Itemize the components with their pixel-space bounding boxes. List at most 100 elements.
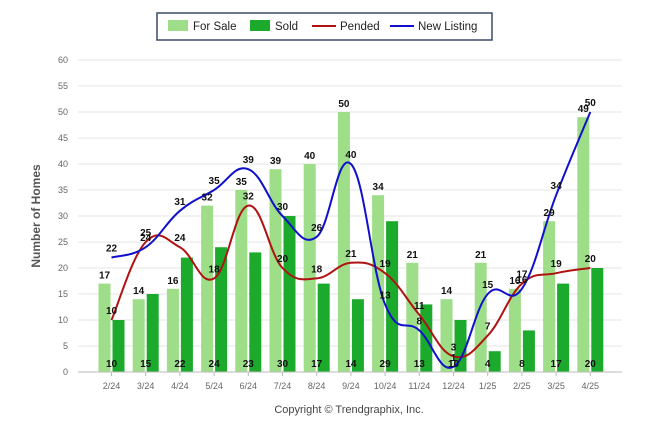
- legend-label-new-listing: New Listing: [418, 21, 477, 33]
- sold-value-label: 30: [277, 359, 289, 370]
- sold-value-label: 20: [585, 359, 597, 370]
- new-listing-value-label: 1: [451, 353, 457, 364]
- new-listing-value-label: 39: [243, 155, 255, 166]
- bar-for-sale: [201, 205, 214, 372]
- x-tick-label: 11/24: [408, 381, 430, 391]
- pended-value-label: 20: [277, 254, 289, 265]
- bar-sold: [180, 257, 193, 372]
- bar-for-sale: [508, 288, 521, 372]
- bar-for-sale: [235, 190, 248, 372]
- bar-sold: [557, 283, 570, 372]
- for-sale-value-label: 34: [373, 182, 385, 193]
- new-listing-value-label: 22: [106, 244, 118, 255]
- axes: 0 5 10 15 20 25 30 35 40 45 50 55 60 2/24 3/24 4/24 5/24…: [58, 55, 622, 391]
- bar-for-sale: [98, 283, 111, 372]
- pended-value-label: 3: [451, 342, 457, 353]
- pended-value-label: 18: [209, 264, 221, 275]
- pended-value-label: 20: [585, 254, 597, 265]
- bar-for-sale: [474, 262, 487, 372]
- pended-value-label: 10: [106, 306, 118, 317]
- pended-value-label: 19: [380, 259, 392, 270]
- bar-sold: [283, 216, 296, 372]
- new-listing-value-label: 16: [516, 275, 528, 286]
- for-sale-value-label: 50: [338, 99, 350, 110]
- pended-value-label: 18: [311, 264, 323, 275]
- x-tick-label: 3/25: [547, 381, 565, 391]
- bar-sold: [454, 320, 467, 372]
- legend-label-sold: Sold: [275, 21, 298, 33]
- new-listing-value-label: 13: [380, 290, 392, 301]
- new-listing-value-label: 8: [417, 316, 423, 327]
- x-tick-label: 2/25: [513, 381, 531, 391]
- pended-value-label: 25: [140, 228, 152, 239]
- x-tick-label: 5/24: [205, 381, 223, 391]
- sold-value-label: 17: [551, 359, 563, 370]
- x-tick-label: 7/24: [274, 381, 292, 391]
- bar-sold: [112, 320, 125, 372]
- line-new-listing: [111, 111, 592, 369]
- pended-value-label: 11: [414, 301, 425, 312]
- new-listing-value-label: 15: [482, 280, 494, 291]
- for-sale-value-label: 35: [236, 177, 248, 188]
- pended-value-label: 32: [243, 192, 255, 203]
- for-sale-value-label: 49: [578, 104, 590, 115]
- bar-sold: [249, 252, 262, 372]
- pended-value-label: 17: [516, 270, 528, 281]
- x-tick-label: 4/24: [171, 381, 189, 391]
- new-listing-value-label: 31: [174, 197, 186, 208]
- sold-value-label: 24: [209, 359, 221, 370]
- bar-for-sale: [543, 221, 556, 372]
- x-tick-label: 4/25: [582, 381, 600, 391]
- y-tick-label: 15: [58, 289, 68, 299]
- legend-label-pended: Pended: [340, 21, 380, 33]
- new-listing-value-label: 26: [311, 223, 323, 234]
- bar-for-sale: [337, 112, 350, 372]
- for-sale-value-label: 40: [304, 151, 316, 162]
- sold-value-label: 17: [311, 359, 323, 370]
- new-listing-value-label: 24: [140, 233, 152, 244]
- sold-value-label: 14: [345, 359, 357, 370]
- sold-value-label: 4: [485, 359, 491, 370]
- sold-value-label: 15: [140, 359, 152, 370]
- for-sale-value-label: 21: [407, 250, 419, 261]
- x-tick-label: 8/24: [308, 381, 326, 391]
- bar-sold: [386, 221, 399, 372]
- for-sale-value-label: 14: [133, 286, 145, 297]
- sold-value-label: 29: [380, 359, 392, 370]
- bar-sold: [317, 283, 330, 372]
- x-tick-label: 6/24: [240, 381, 258, 391]
- y-tick-label: 0: [63, 367, 68, 377]
- series-lines: [110, 111, 592, 369]
- bars: [98, 112, 604, 372]
- legend-label-for-sale: For Sale: [193, 21, 236, 33]
- for-sale-value-label: 16: [167, 276, 179, 287]
- legend-swatch-sold: [250, 20, 270, 31]
- sold-value-label: 13: [414, 359, 426, 370]
- pended-value-label: 21: [345, 249, 357, 260]
- legend: For Sale Sold Pended New Listing: [156, 12, 493, 41]
- x-tick-label: 9/24: [342, 381, 360, 391]
- bar-sold: [488, 351, 501, 372]
- y-tick-label: 10: [58, 315, 68, 325]
- pended-value-label: 7: [485, 322, 491, 333]
- y-tick-label: 5: [63, 341, 68, 351]
- bar-sold: [522, 330, 535, 372]
- for-sale-value-label: 39: [270, 156, 282, 167]
- bar-for-sale: [166, 288, 179, 372]
- bar-sold: [146, 294, 159, 372]
- bar-for-sale: [406, 262, 419, 372]
- bar-for-sale: [269, 169, 282, 372]
- bar-sold: [591, 268, 604, 372]
- copyright-caption: Copyright © Trendgraphix, Inc.: [274, 404, 423, 416]
- legend-swatch-for-sale: [168, 20, 188, 31]
- y-tick-label: 55: [58, 81, 68, 91]
- y-tick-label: 25: [58, 237, 68, 247]
- bar-for-sale: [132, 299, 145, 372]
- for-sale-value-label: 14: [441, 286, 453, 297]
- sold-value-label: 23: [243, 359, 255, 370]
- bar-for-sale: [577, 117, 590, 372]
- bar-sold: [351, 299, 364, 372]
- bar-sold: [215, 247, 228, 372]
- y-axis-title: Number of Homes: [29, 164, 43, 268]
